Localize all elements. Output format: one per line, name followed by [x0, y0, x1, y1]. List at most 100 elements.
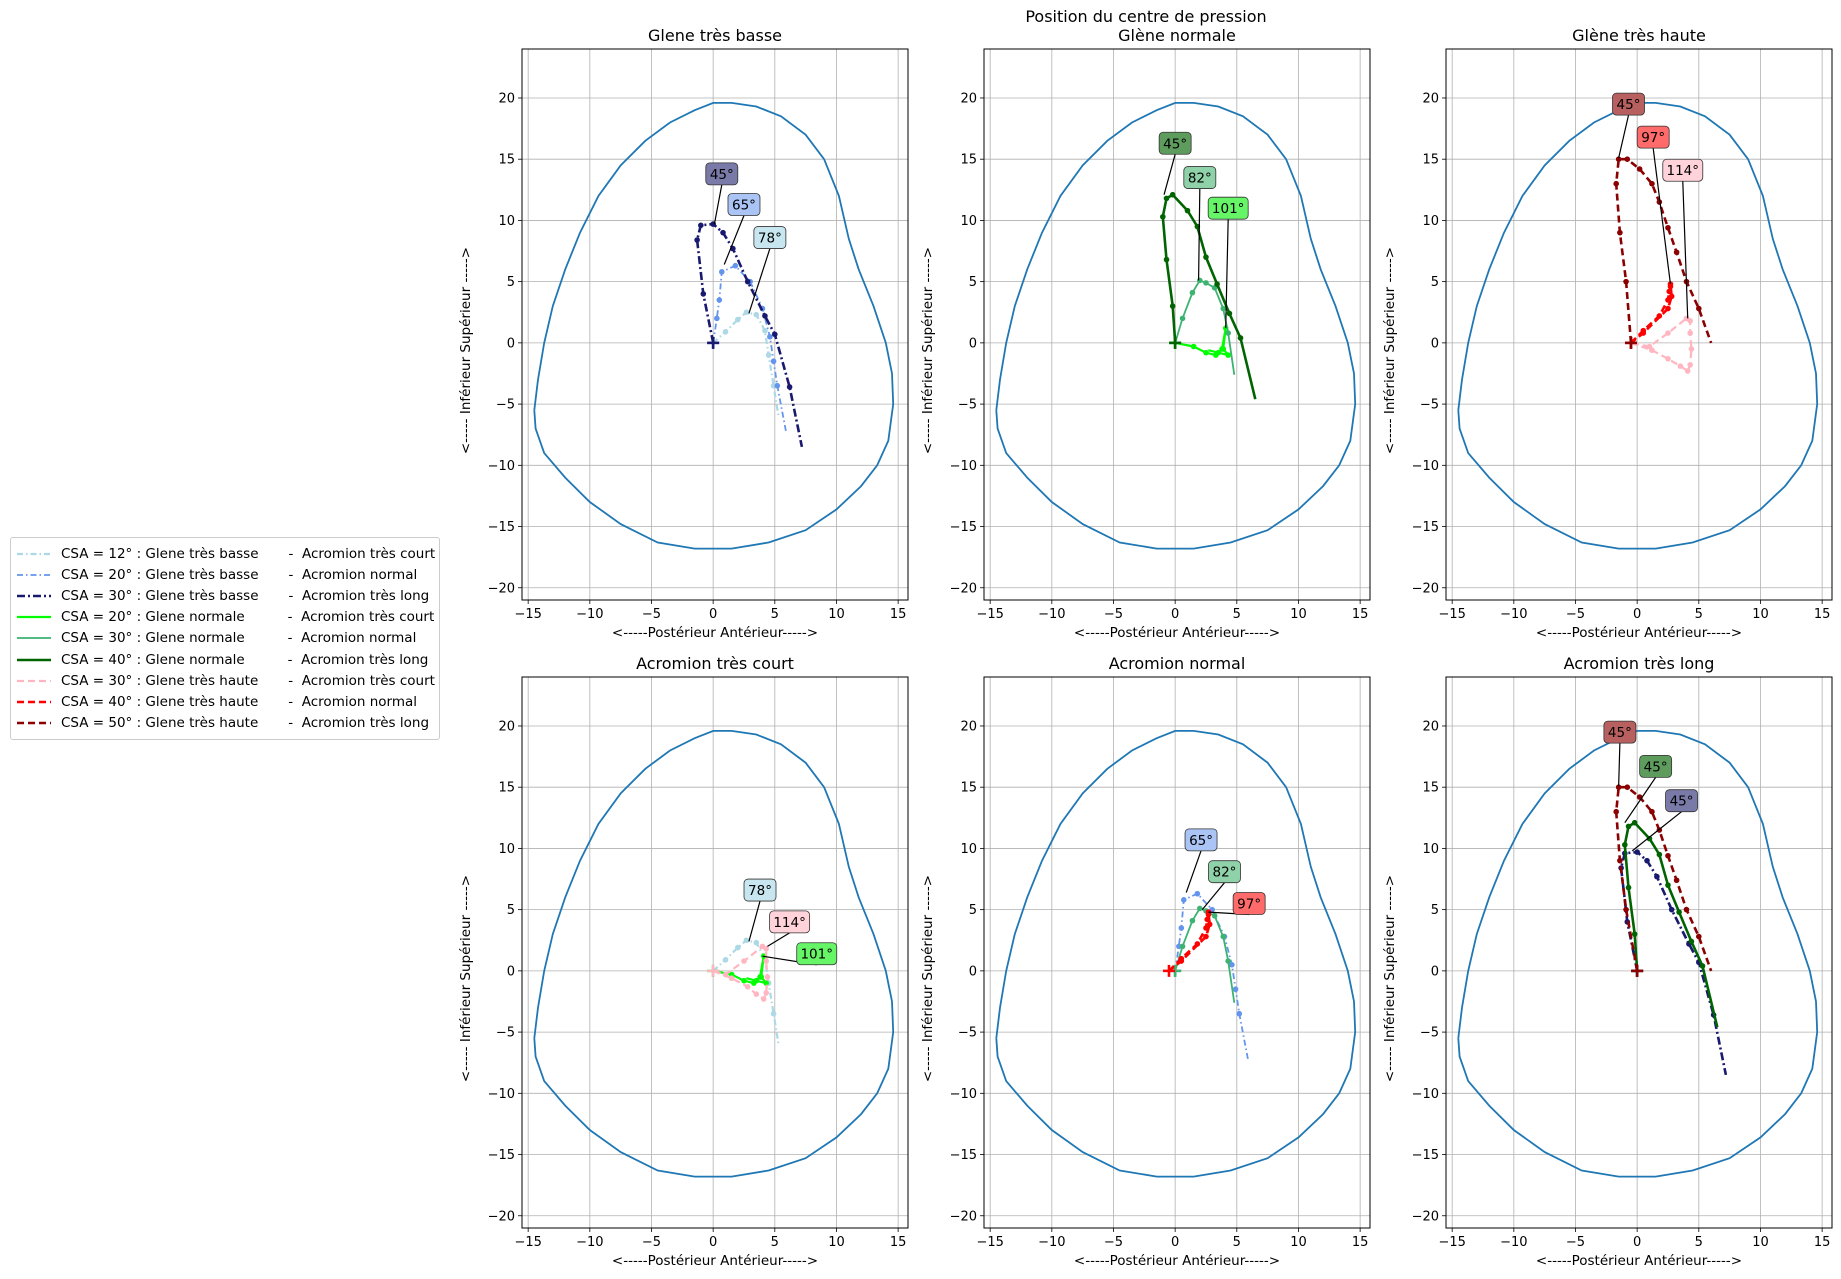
data-point [770, 358, 777, 365]
y-tick-label: −20 [488, 1209, 515, 1224]
y-tick-label: 5 [1431, 275, 1439, 290]
annotation-box [1662, 158, 1704, 182]
data-point [743, 937, 750, 944]
subplot-title: Acromion très long [1564, 654, 1715, 673]
data-point [1622, 841, 1628, 848]
annotation-arrow [1163, 154, 1176, 195]
y-tick-label: −10 [950, 1087, 977, 1102]
x-tick-label: −5 [642, 1235, 661, 1250]
data-point [1615, 784, 1622, 790]
data-point [1163, 256, 1170, 263]
y-tick-label: −10 [1412, 459, 1439, 474]
x-tick-label: −15 [976, 607, 1003, 622]
data-point [1677, 363, 1684, 369]
y-tick-label: 0 [969, 964, 977, 979]
annotation-label: 97° [1237, 897, 1261, 913]
series-line-csa30b [1619, 850, 1728, 1076]
data-point [1203, 280, 1209, 286]
annotation-label: 97° [1641, 130, 1665, 146]
y-tick-label: −15 [950, 1148, 977, 1163]
y-tick-label: 15 [960, 781, 977, 796]
data-point [1229, 961, 1235, 968]
subplot-4: −15 −10 −5 0 5 10 15 −20 −15 −10 −5 0 5 10 15 20 Acromio… [458, 654, 909, 1269]
data-point [1665, 852, 1671, 859]
annotation-box [1636, 125, 1670, 149]
legend-label: CSA = 20° : Glene très basse - Acromion … [61, 566, 418, 583]
x-tick-label: −5 [1566, 1235, 1585, 1250]
y-tick-label: 5 [507, 275, 515, 290]
y-tick-label: 20 [1422, 91, 1439, 106]
data-point [758, 974, 765, 980]
x-tick-label: 0 [709, 1235, 717, 1250]
annotation-arrow [1225, 219, 1229, 329]
data-point [765, 352, 772, 358]
data-point [1211, 912, 1218, 919]
y-tick-label: −10 [488, 459, 515, 474]
x-tick-label: −5 [642, 607, 661, 622]
data-point [1203, 349, 1209, 356]
y-tick-label: −5 [496, 398, 515, 413]
x-tick-label: 0 [1633, 607, 1641, 622]
data-point [1194, 941, 1201, 947]
data-point [741, 958, 747, 964]
data-point [1214, 281, 1220, 287]
x-tick-label: −15 [976, 1235, 1003, 1250]
subplot-title: Acromion normal [1109, 654, 1246, 673]
data-point [1631, 931, 1638, 937]
x-tick-label: 10 [1290, 1235, 1307, 1250]
data-point [1206, 921, 1213, 928]
y-axis-label: <----- Inférieur Supérieur -----> [458, 247, 474, 454]
x-tick-label: 10 [828, 607, 845, 622]
y-tick-label: −15 [1412, 1148, 1439, 1163]
x-axis-label: <-----Postérieur Antérieur-----> [1536, 625, 1742, 641]
data-point [759, 943, 766, 950]
y-tick-label: −20 [1412, 1209, 1439, 1224]
legend-label: CSA = 20° : Glene normale - Acromion trè… [61, 609, 435, 626]
y-tick-label: 20 [498, 719, 515, 734]
data-point [1180, 897, 1187, 903]
y-tick-label: −10 [1412, 1087, 1439, 1102]
data-point [1668, 906, 1675, 913]
plot-frame [521, 48, 909, 601]
data-point [1624, 156, 1631, 162]
data-point [1665, 882, 1671, 888]
series-line-csa30n [1174, 907, 1236, 1003]
data-point [1634, 849, 1640, 855]
data-point [1236, 1010, 1243, 1017]
data-point [694, 237, 700, 243]
data-point [1683, 906, 1690, 913]
data-point [770, 1010, 777, 1017]
subplot-title: Glene très basse [648, 26, 782, 45]
glenoid-outline [995, 730, 1357, 1178]
y-tick-label: 5 [969, 903, 977, 918]
annotation-arrow [1682, 181, 1689, 319]
legend-item: CSA = 20° : Glene très basse - Acromion … [11, 564, 439, 585]
data-point [1623, 906, 1629, 913]
x-tick-label: 10 [1752, 1235, 1769, 1250]
x-tick-label: 10 [1290, 607, 1307, 622]
data-point [1684, 368, 1691, 374]
x-tick-label: 5 [1233, 1235, 1241, 1250]
legend-item: CSA = 30° : Glene normale - Acromion nor… [11, 628, 439, 649]
annotation-label: 78° [748, 883, 772, 899]
legend-item: CSA = 30° : Glene très basse - Acromion … [11, 585, 439, 606]
y-axis-label: <----- Inférieur Supérieur -----> [920, 247, 936, 454]
x-axis-label: <-----Postérieur Antérieur-----> [1074, 625, 1280, 641]
series-line-csa20n [712, 955, 768, 985]
y-tick-label: 20 [1422, 719, 1439, 734]
x-tick-label: −15 [514, 1235, 541, 1250]
annotation-label: 65° [732, 198, 756, 214]
x-tick-label: −10 [1038, 607, 1065, 622]
legend-item: CSA = 40° : Glene normale - Acromion trè… [11, 649, 439, 670]
data-point [1665, 224, 1671, 231]
data-point [1665, 297, 1671, 303]
data-point [763, 980, 769, 986]
annotation-label: 45° [1644, 759, 1668, 775]
y-axis-label: <----- Inférieur Supérieur -----> [1382, 875, 1398, 1082]
y-tick-label: 10 [1422, 214, 1439, 229]
legend-item: CSA = 30° : Glene très haute - Acromion … [11, 670, 439, 691]
glenoid-outline [995, 102, 1357, 550]
data-point [1237, 335, 1244, 341]
x-tick-label: 5 [1695, 607, 1703, 622]
x-tick-label: 15 [890, 1235, 907, 1250]
